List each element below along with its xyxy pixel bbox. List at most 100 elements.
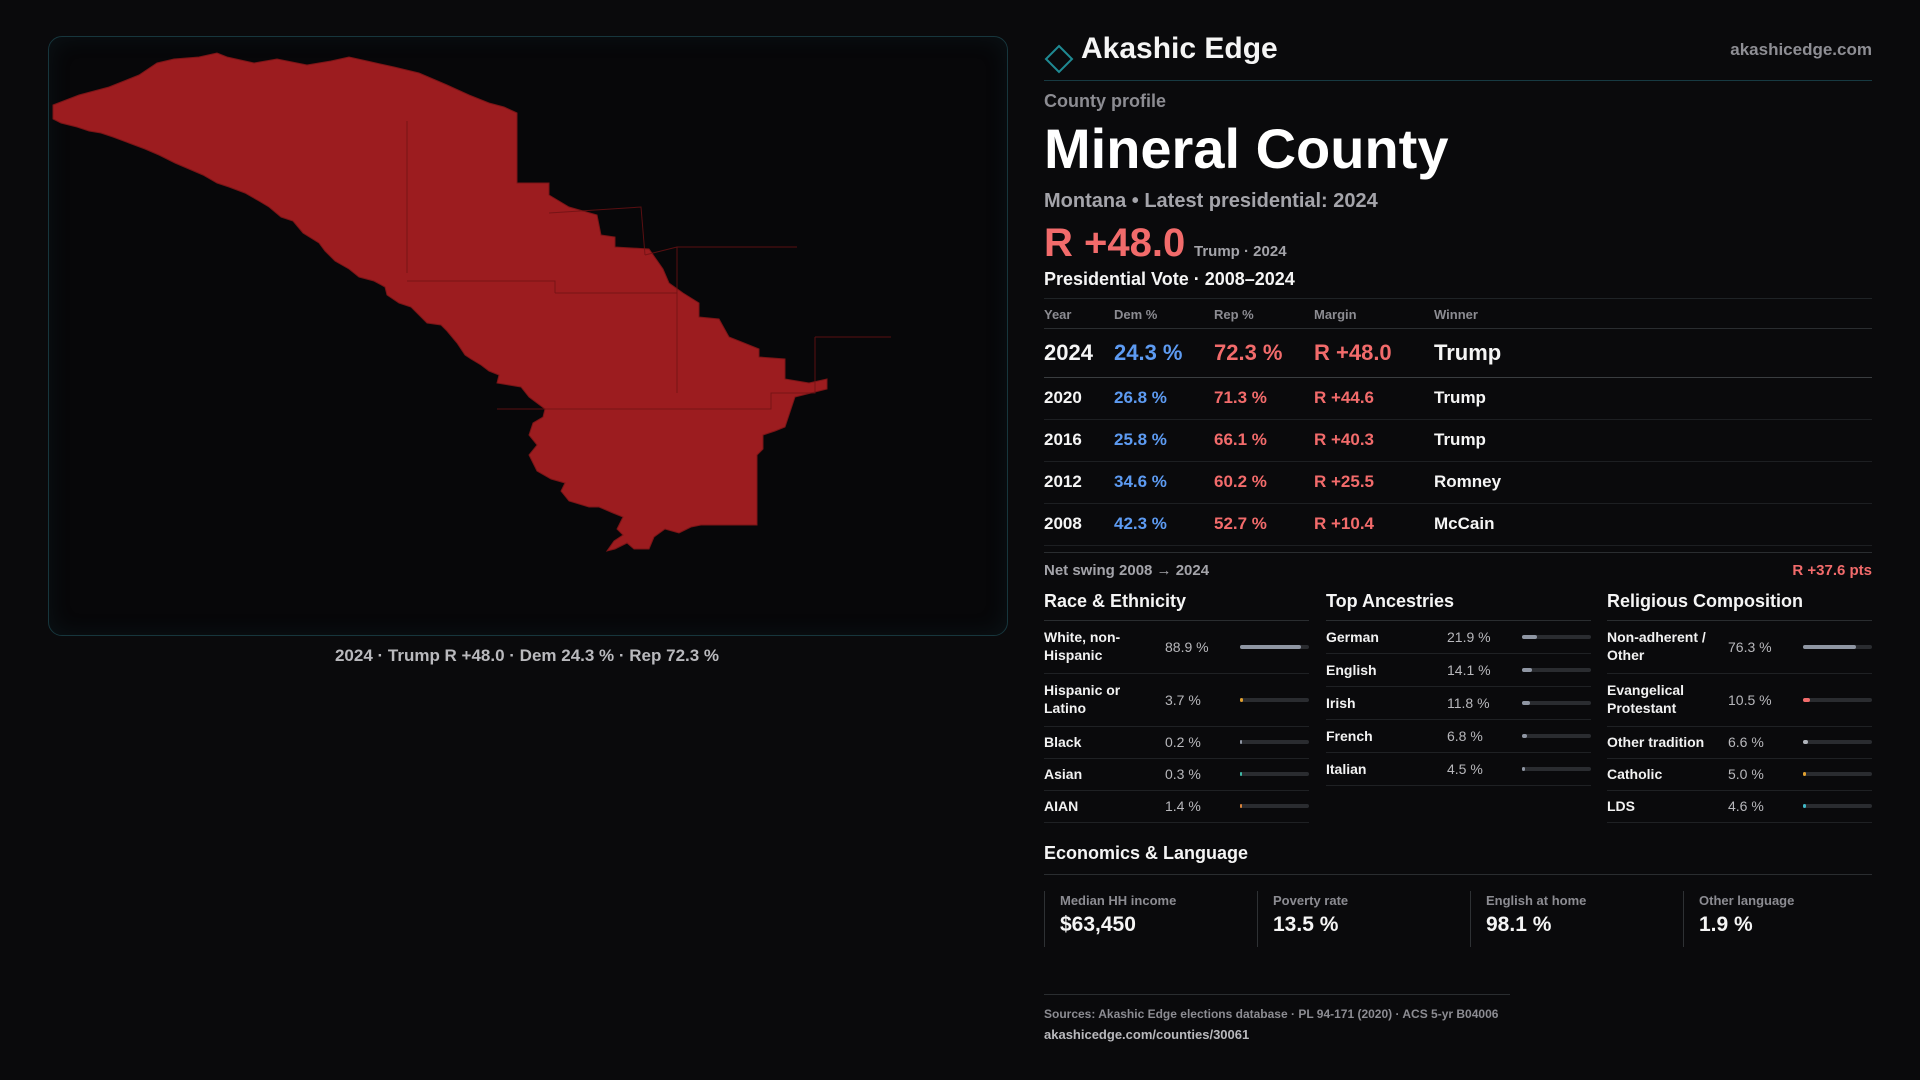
econ-stat-value: 1.9 %	[1699, 912, 1753, 936]
cell-dem: 34.6 %	[1114, 461, 1214, 504]
stat-value: 0.2 %	[1165, 734, 1201, 751]
religion-section: Religious Composition Non-adherent / Oth…	[1607, 591, 1872, 823]
headline-margin-value: R +48.0	[1044, 220, 1186, 265]
county-profile-panel: Akashic Edge akashicedge.com County prof…	[1044, 30, 1872, 951]
stat-label: LDS	[1607, 798, 1635, 815]
stat-bar-fill	[1240, 740, 1242, 745]
stat-bar-fill	[1803, 740, 1808, 745]
stat-label: White, non-Hispanic	[1044, 628, 1121, 663]
stat-value: 11.8 %	[1447, 694, 1490, 711]
stat-value: 0.3 %	[1165, 766, 1201, 783]
stat-bar-fill	[1522, 766, 1525, 771]
headline-margin-note: Trump · 2024	[1194, 242, 1287, 260]
econ-stat: Other language 1.9 %	[1683, 890, 1896, 947]
table-row[interactable]: 2012 34.6 % 60.2 % R +25.5 Romney	[1044, 461, 1872, 504]
stat-bar-fill	[1240, 772, 1242, 777]
sources-text: Sources: Akashic Edge elections database…	[1044, 1007, 1499, 1021]
stat-row: Catholic 5.0 %	[1607, 759, 1872, 791]
cell-rep: 66.1 %	[1214, 419, 1314, 462]
table-row[interactable]: 2016 25.8 % 66.1 % R +40.3 Trump	[1044, 419, 1872, 462]
stat-value: 1.4 %	[1165, 798, 1201, 815]
stat-row: Non-adherent / Other 76.3 %	[1607, 621, 1872, 674]
ancestry-section: Top Ancestries German 21.9 % English 14.1 %…	[1326, 591, 1591, 786]
stat-value: 21.9 %	[1447, 628, 1491, 645]
net-swing-label: Net swing 2008 → 2024	[1044, 561, 1210, 579]
stat-row: English 14.1 %	[1326, 654, 1591, 687]
map-caption: 2024 · Trump R +48.0 · Dem 24.3 % · Rep …	[334, 646, 720, 665]
stat-label: AIAN	[1044, 798, 1079, 815]
brand-header: Akashic Edge akashicedge.com	[1044, 30, 1872, 81]
ancestry-section-title: Top Ancestries	[1326, 591, 1591, 621]
table-row[interactable]: 2008 42.3 % 52.7 % R +10.4 McCain	[1044, 503, 1872, 546]
stat-bar-fill	[1803, 697, 1810, 702]
table-row[interactable]: 2020 26.8 % 71.3 % R +44.6 Trump	[1044, 377, 1872, 420]
stat-bar-track	[1522, 667, 1591, 672]
stat-value: 6.6 %	[1728, 734, 1764, 751]
county-url-link[interactable]: akashicedge.com/counties/30061	[1044, 1027, 1250, 1042]
stat-bar-fill	[1522, 667, 1532, 672]
stat-value: 6.8 %	[1447, 727, 1483, 744]
stat-bar-track	[1803, 804, 1872, 809]
econ-stat-value: $63,450	[1060, 912, 1136, 936]
stat-label: Asian	[1044, 766, 1083, 783]
stat-bar-fill	[1803, 644, 1856, 649]
stat-value: 10.5 %	[1728, 691, 1772, 708]
page-subtitle: Montana • Latest presidential: 2024	[1044, 189, 1378, 212]
econ-stat-label: Median HH income	[1060, 892, 1177, 908]
stat-bar-track	[1522, 766, 1591, 771]
stat-bar-track	[1803, 740, 1872, 745]
net-swing-value: R +37.6 pts	[1792, 561, 1872, 579]
vote-table: Year Dem % Rep % Margin Winner 2024 24.3…	[1044, 297, 1872, 546]
cell-margin: R +48.0	[1314, 328, 1434, 378]
cell-rep: 60.2 %	[1214, 461, 1314, 504]
brand-name: Akashic Edge	[1081, 32, 1278, 65]
stat-row: German 21.9 %	[1326, 621, 1591, 654]
stat-bar-track	[1240, 804, 1309, 809]
demographics-columns: Race & Ethnicity White, non-Hispanic 88.9…	[1044, 591, 1872, 841]
map-precinct-lines	[406, 121, 891, 410]
cell-margin: R +40.3	[1314, 419, 1434, 462]
stat-label: Evangelical Protestant	[1607, 681, 1685, 716]
stat-label: Non-adherent / Other	[1607, 628, 1706, 663]
cell-year: 2008	[1044, 503, 1114, 546]
cell-margin: R +44.6	[1314, 377, 1434, 420]
cell-dem: 25.8 %	[1114, 419, 1214, 462]
county-shape[interactable]	[52, 52, 828, 552]
econ-stat-label: Poverty rate	[1273, 892, 1349, 908]
stat-value: 4.6 %	[1728, 798, 1764, 815]
cell-winner: Trump	[1434, 328, 1872, 378]
cell-winner: McCain	[1434, 503, 1872, 546]
econ-stat: Median HH income $63,450	[1044, 890, 1257, 947]
stat-row: LDS 4.6 %	[1607, 791, 1872, 823]
stat-label: Catholic	[1607, 766, 1663, 783]
sources-footer: Sources: Akashic Edge elections database…	[1044, 994, 1510, 1042]
stat-label: German	[1326, 628, 1379, 645]
stat-bar-track	[1522, 700, 1591, 705]
stat-value: 88.9 %	[1165, 638, 1209, 655]
header-winner: Winner	[1434, 298, 1872, 329]
econ-stat-label: Other language	[1699, 892, 1795, 908]
stat-bar-fill	[1240, 697, 1243, 702]
county-map[interactable]	[48, 36, 1008, 636]
cell-margin: R +25.5	[1314, 461, 1434, 504]
diamond-logo-icon	[1044, 44, 1074, 74]
table-row[interactable]: 2024 24.3 % 72.3 % R +48.0 Trump	[1044, 328, 1872, 378]
brand-url-link[interactable]: akashicedge.com	[1730, 40, 1872, 59]
header-rep: Rep %	[1214, 298, 1314, 329]
stat-bar-track	[1803, 697, 1872, 702]
cell-year: 2024	[1044, 328, 1114, 378]
cell-rep: 71.3 %	[1214, 377, 1314, 420]
cell-margin: R +10.4	[1314, 503, 1434, 546]
stat-bar-track	[1522, 634, 1591, 639]
stat-row: French 6.8 %	[1326, 720, 1591, 753]
cell-year: 2012	[1044, 461, 1114, 504]
stat-value: 3.7 %	[1165, 691, 1201, 708]
vote-table-header: Year Dem % Rep % Margin Winner	[1044, 298, 1872, 329]
stat-row: Black 0.2 %	[1044, 727, 1309, 759]
race-ethnicity-section: Race & Ethnicity White, non-Hispanic 88.9…	[1044, 591, 1309, 823]
stat-label: Other tradition	[1607, 734, 1705, 751]
stat-row: Evangelical Protestant 10.5 %	[1607, 674, 1872, 727]
header-year: Year	[1044, 298, 1114, 329]
econ-stat-value: 98.1 %	[1486, 912, 1552, 936]
stat-row: Asian 0.3 %	[1044, 759, 1309, 791]
